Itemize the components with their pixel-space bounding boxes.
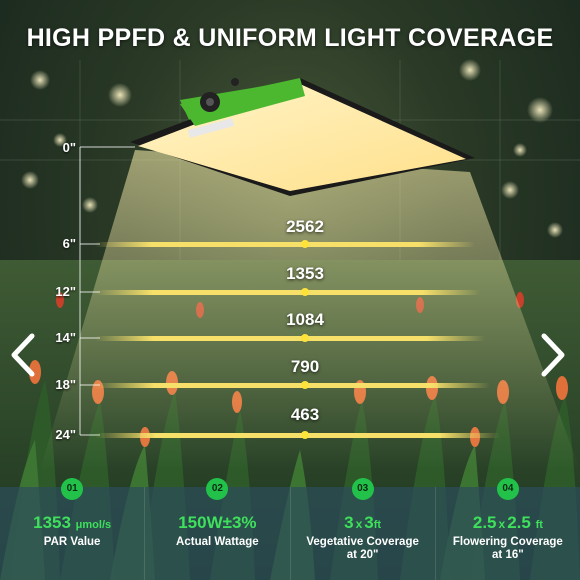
page-title: HIGH PPFD & UNIFORM LIGHT COVERAGE bbox=[26, 24, 554, 52]
coverage-band bbox=[95, 383, 490, 388]
coverage-band bbox=[95, 336, 485, 341]
caption-line: Flowering Coverage bbox=[452, 536, 563, 548]
feature-value: 150W±3% bbox=[178, 513, 257, 532]
feature-value: 1353 μmol/s bbox=[0, 513, 144, 533]
coverage-length: 2.5 bbox=[507, 513, 531, 532]
ppfd-value: 463 bbox=[290, 405, 320, 424]
dimension-separator: x bbox=[355, 517, 363, 531]
feature-card-par: 01 1353 μmol/s PAR Value bbox=[0, 478, 145, 580]
feature-caption: Vegetative Coverage at 20" bbox=[291, 536, 435, 562]
coverage-width: 3 bbox=[344, 513, 354, 532]
feature-number-badge: 01 bbox=[61, 478, 84, 500]
par-unit: μmol/s bbox=[75, 519, 112, 531]
center-point-marker bbox=[301, 288, 309, 296]
coverage-unit: ft bbox=[373, 519, 382, 531]
ppfd-value: 2562 bbox=[286, 217, 324, 236]
feature-card-flowering: 04 2.5 x 2.5 ft Flowering Coverage at 16" bbox=[434, 478, 580, 580]
center-point-marker bbox=[301, 334, 309, 342]
feature-card-wattage: 02 150W±3% Actual Wattage bbox=[144, 478, 290, 580]
chevron-right-icon[interactable] bbox=[532, 330, 572, 380]
caption-line: at 20" bbox=[346, 549, 379, 561]
coverage-band bbox=[95, 433, 500, 438]
feature-caption: PAR Value bbox=[43, 536, 101, 548]
par-value: 1353 bbox=[33, 513, 71, 532]
chevron-left-icon[interactable] bbox=[4, 330, 44, 380]
dimension-separator: x bbox=[498, 517, 506, 531]
feature-number-badge: 04 bbox=[496, 478, 519, 500]
depth-label: 0" bbox=[62, 140, 76, 155]
feature-value: 2.5 x 2.5 ft bbox=[436, 513, 580, 533]
coverage-band bbox=[95, 242, 475, 247]
coverage-unit: ft bbox=[535, 519, 543, 531]
feature-value: 3 x 3ft bbox=[291, 513, 435, 533]
feature-panel: 01 1353 μmol/s PAR Value 02 150W±3% Actu… bbox=[0, 478, 580, 580]
ppfd-value: 1084 bbox=[286, 310, 324, 329]
feature-caption: Flowering Coverage at 16" bbox=[436, 536, 580, 562]
coverage-band bbox=[95, 290, 480, 295]
depth-label: 6" bbox=[62, 236, 76, 251]
feature-number-badge: 02 bbox=[206, 478, 229, 500]
feature-number-badge: 03 bbox=[351, 478, 374, 500]
depth-label: 24" bbox=[55, 427, 76, 442]
caption-line: Vegetative Coverage bbox=[306, 536, 419, 548]
center-point-marker bbox=[301, 381, 309, 389]
center-point-marker bbox=[301, 240, 309, 248]
center-point-marker bbox=[301, 431, 309, 439]
grow-light-fixture bbox=[130, 78, 475, 196]
caption-line: at 16" bbox=[492, 549, 524, 561]
feature-card-vegetative: 03 3 x 3ft Vegetative Coverage at 20" bbox=[289, 478, 435, 580]
depth-label: 12" bbox=[55, 284, 76, 299]
depth-label: 18" bbox=[55, 377, 76, 392]
depth-label: 14" bbox=[55, 330, 76, 345]
feature-caption: Actual Wattage bbox=[176, 536, 259, 548]
ppfd-value: 790 bbox=[290, 357, 320, 376]
coverage-width: 2.5 bbox=[472, 513, 497, 532]
ppfd-value: 1353 bbox=[286, 264, 324, 283]
coverage-length: 3 bbox=[364, 513, 374, 532]
